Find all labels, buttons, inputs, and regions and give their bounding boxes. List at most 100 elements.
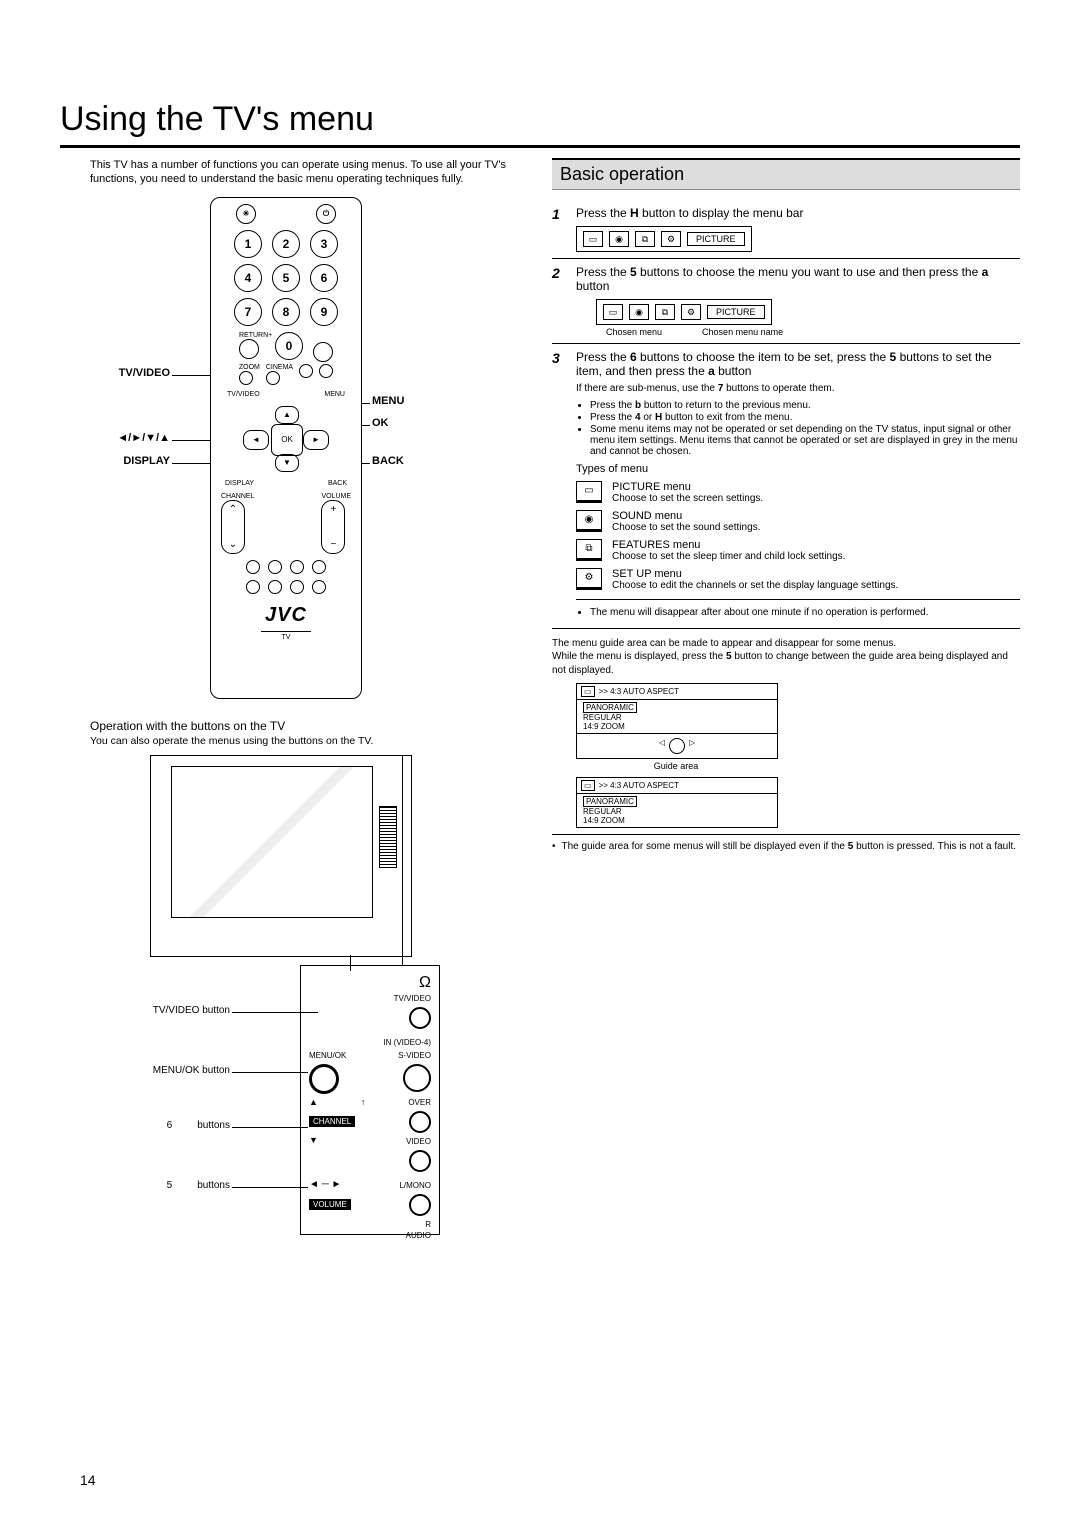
s2-c: button <box>576 279 609 293</box>
ok-btn: OK <box>271 424 303 456</box>
guide-endnote: • The guide area for some menus will sti… <box>552 834 1020 852</box>
guide-para1: The menu guide area can be made to appea… <box>552 637 1020 651</box>
s3-bul2: Press the 4 or H button to exit from the… <box>590 412 1020 423</box>
callout-5-btn: 5 buttons <box>90 1180 230 1191</box>
callout-arrows: ◄/►/▼/▲ <box>60 432 170 444</box>
s1-b: button to display the menu bar <box>639 206 804 220</box>
s3-l1b: buttons to choose the item to be set, pr… <box>637 350 890 364</box>
color-btn-4 <box>312 560 326 574</box>
gb1-head: >> 4:3 AUTO ASPECT <box>599 687 679 696</box>
callout-6-btn: 6 buttons <box>90 1120 230 1131</box>
power-btn: ⏻ <box>316 204 336 224</box>
s1-a: Press the <box>576 206 630 220</box>
types-heading: Types of menu <box>576 463 1020 475</box>
callout-display: DISPLAY <box>60 455 170 467</box>
s2-cap1: Chosen menu <box>606 327 662 337</box>
s2-b: buttons to choose the menu you want to u… <box>637 265 982 279</box>
brand-logo: JVC <box>211 604 361 627</box>
menubar1-label: PICTURE <box>687 232 745 246</box>
num-6: 6 <box>310 264 338 292</box>
callout-ok: OK <box>372 417 389 429</box>
remote-diagram: TV/VIDEO ◄/►/▼/▲ DISPLAY MENU OK BACK ✳⏻… <box>60 197 528 707</box>
small-btn-3 <box>299 364 313 378</box>
svideo-socket <box>403 1064 431 1092</box>
setup-desc: Choose to edit the channels or set the d… <box>612 580 898 591</box>
panel-invideo4: IN (VIDEO-4) <box>309 1038 431 1047</box>
tv-label: TV <box>261 631 311 641</box>
gb1-opt1: PANORAMIC <box>583 702 637 713</box>
tvvideo-socket <box>409 1007 431 1029</box>
color-btn-8 <box>312 580 326 594</box>
color-btn-5 <box>246 580 260 594</box>
num-7: 7 <box>234 298 262 326</box>
menuok-socket <box>309 1064 339 1094</box>
num-2: 2 <box>272 230 300 258</box>
video-socket <box>409 1111 431 1133</box>
s2-btn: 5 <box>630 265 637 279</box>
num-9: 9 <box>310 298 338 326</box>
num-4: 4 <box>234 264 262 292</box>
num-3: 3 <box>310 230 338 258</box>
panel-video: VIDEO <box>406 1137 431 1146</box>
menubar2-label: PICTURE <box>707 305 765 319</box>
small-btn-4 <box>319 364 333 378</box>
return-label: RETURN+ <box>239 332 265 339</box>
dpad: ▲ ▼ ◄ ► OK <box>241 404 331 474</box>
step-3: 3 Press the 6 buttons to choose the item… <box>552 344 1020 629</box>
step1-num: 1 <box>552 206 566 222</box>
features-desc: Choose to set the sleep timer and child … <box>612 551 845 562</box>
guidebox-1: ▭>> 4:3 AUTO ASPECT PANORAMIC REGULAR 14… <box>576 683 778 759</box>
type-sound: ◉ SOUND menuChoose to set the sound sett… <box>576 510 1020 533</box>
panel-r: R <box>309 1220 431 1229</box>
tv-op-heading: Operation with the buttons on the TV <box>90 719 528 733</box>
num-1: 1 <box>234 230 262 258</box>
num-5: 5 <box>272 264 300 292</box>
s1-btn: H <box>630 206 639 220</box>
color-btn-3 <box>290 560 304 574</box>
type-features: ⧉ FEATURES menuChoose to set the sleep t… <box>576 539 1020 562</box>
s3-l1btn3: a <box>708 364 715 378</box>
s2-a: Press the <box>576 265 630 279</box>
intro-text: This TV has a number of functions you ca… <box>60 158 528 187</box>
tv-diagram: Ω TV/VIDEO IN (VIDEO-4) MENU/OK S-VIDEO … <box>90 755 470 1235</box>
s2-btn2: a <box>982 265 989 279</box>
misc-btn <box>313 342 333 362</box>
s3-bul3: Some menu items may not be operated or s… <box>590 424 1020 457</box>
s3-l1d: button <box>715 364 752 378</box>
guide-para2: While the menu is displayed, press the 5… <box>552 650 1020 677</box>
color-btn-1 <box>246 560 260 574</box>
gb2-opt3: 14:9 ZOOM <box>583 816 771 825</box>
s3-note: The menu will disappear after about one … <box>590 607 1020 618</box>
step2-num: 2 <box>552 265 566 281</box>
guidebox-2: ▭>> 4:3 AUTO ASPECT PANORAMIC REGULAR 14… <box>576 777 778 828</box>
callout-menu: MENU <box>372 395 404 407</box>
callout-tvvideo: TV/VIDEO <box>60 367 170 379</box>
step3-num: 3 <box>552 350 566 366</box>
back-label: BACK <box>328 480 347 487</box>
type-setup: ⚙ SET UP menuChoose to edit the channels… <box>576 568 1020 591</box>
cinema-label: CINEMA <box>266 364 293 371</box>
s3-l1btn: 6 <box>630 350 637 364</box>
panel-over: OVER <box>408 1098 431 1107</box>
menu-label: MENU <box>324 391 345 398</box>
page-number: 14 <box>80 1472 96 1488</box>
zoom-btn <box>239 371 253 385</box>
gb2-head: >> 4:3 AUTO ASPECT <box>599 781 679 790</box>
gb2-opt1: PANORAMIC <box>583 796 637 807</box>
num-0: 0 <box>275 332 303 360</box>
cinema-btn <box>266 371 280 385</box>
power-symbol: Ω <box>309 974 431 992</box>
s2-cap2: Chosen menu name <box>702 327 783 337</box>
num-8: 8 <box>272 298 300 326</box>
lmono-socket <box>409 1150 431 1172</box>
features-name: FEATURES menu <box>612 539 845 551</box>
callout-tvvideo-btn: TV/VIDEO button <box>90 1005 230 1016</box>
features-icon: ⧉ <box>576 539 602 561</box>
color-btn-7 <box>290 580 304 594</box>
s3-l1a: Press the <box>576 350 630 364</box>
setup-icon: ⚙ <box>576 568 602 590</box>
volume-label: VOLUME <box>321 493 351 500</box>
tvvideo-label: TV/VIDEO <box>227 391 260 398</box>
panel-tvvideo: TV/VIDEO <box>309 994 431 1003</box>
panel-svideo: S-VIDEO <box>398 1051 431 1060</box>
